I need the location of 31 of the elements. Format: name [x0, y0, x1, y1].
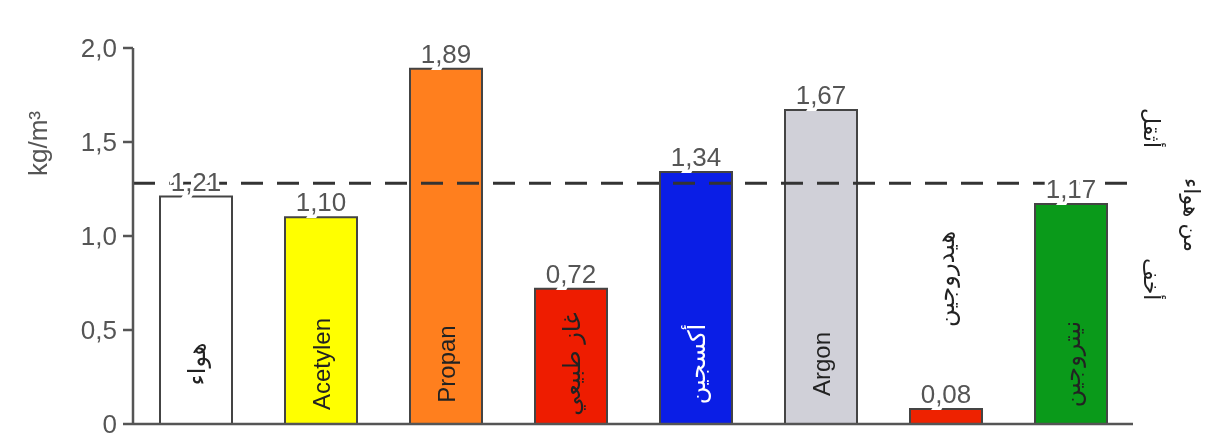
text: أثقل [1138, 108, 1164, 149]
x-tick-label: نيتروجين [1057, 320, 1086, 408]
bar [784, 109, 858, 424]
data-label: 0,72 [545, 258, 597, 289]
text: أخف [1138, 258, 1164, 301]
x-tick-label: أكسجين [680, 323, 711, 405]
y-tick-label: 1,5 [80, 127, 117, 157]
x-tick-label: Argon [807, 331, 835, 397]
data-label: 1,10 [295, 187, 347, 218]
text: من هواء [1178, 178, 1204, 253]
bar [284, 216, 358, 424]
bar [409, 67, 483, 424]
y-axis-title: kg/m³ [23, 110, 54, 176]
bar [909, 407, 983, 424]
bar [159, 195, 233, 424]
x-tick-label: غاز طبيعي [557, 312, 586, 416]
data-label: 1,67 [795, 80, 847, 111]
y-tick-label: 1,0 [80, 221, 117, 251]
y-tick-label: 0 [102, 409, 117, 438]
x-tick-label: Propan [432, 325, 460, 403]
y-tick-label: 2,0 [80, 33, 117, 63]
x-tick-label: هيدروجين [932, 230, 961, 327]
data-label: 1,89 [420, 38, 472, 69]
x-tick-label: Acetylen [307, 317, 335, 411]
bar [1034, 203, 1108, 424]
bar [534, 287, 608, 424]
data-label: 0,08 [920, 378, 972, 409]
x-tick-label: هواء [182, 342, 211, 386]
bar [659, 171, 733, 424]
y-tick-label: 0,5 [80, 315, 117, 345]
data-label: 1,34 [670, 142, 722, 173]
